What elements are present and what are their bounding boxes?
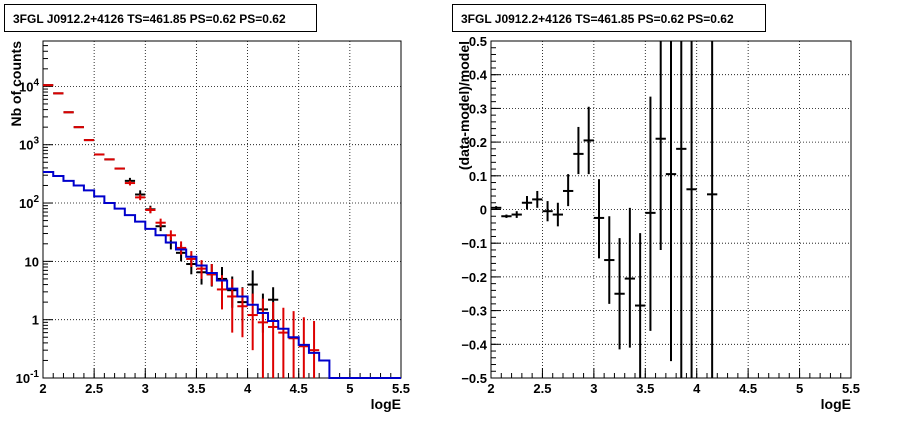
x-tick-label: 5.5	[842, 381, 860, 396]
data-point	[686, 41, 697, 378]
y-tick-label: 10-1	[16, 369, 40, 386]
y-tick-label: −0.1	[461, 236, 487, 251]
x-tick-label: 3	[142, 381, 149, 396]
data-point	[583, 106, 594, 175]
y-tick-label: 104	[19, 77, 39, 94]
x-tick-label: 4.5	[290, 381, 308, 396]
data-point	[655, 41, 666, 250]
x-tick-label: 4.5	[739, 381, 757, 396]
data-point	[532, 190, 543, 208]
y-tick-label: 0.3	[469, 101, 487, 116]
y-tick-label: 103	[19, 136, 39, 153]
x-tick-label: 5	[796, 381, 803, 396]
x-tick-label: 2.5	[533, 381, 551, 396]
data-point	[604, 216, 615, 304]
data-point	[268, 302, 279, 378]
x-tick-label: 4	[693, 381, 701, 396]
x-tick-label: 3	[590, 381, 597, 396]
data-point	[175, 241, 187, 255]
data-point	[552, 202, 563, 227]
plot-frame	[42, 40, 402, 379]
data-point	[676, 41, 687, 378]
data-point	[278, 307, 289, 378]
y-axis-title: Nb of counts	[8, 41, 24, 127]
right-panel-title: 3FGL J0912.2+4126 TS=461.85 PS=0.62 PS=0…	[452, 4, 766, 32]
left-panel-title: 3FGL J0912.2+4126 TS=461.85 PS=0.62 PS=0…	[4, 4, 317, 32]
x-tick-label: 5	[346, 381, 353, 396]
data-point	[707, 41, 718, 378]
data-point	[593, 179, 605, 259]
x-tick-label: 3.5	[187, 381, 205, 396]
y-tick-label: −0.2	[461, 270, 487, 285]
data-point	[196, 260, 207, 279]
y-tick-label: −0.4	[461, 337, 487, 352]
x-tick-label: 2	[487, 381, 494, 396]
data-point	[165, 230, 176, 241]
y-tick-label: 102	[19, 194, 39, 211]
x-tick-label: 2	[39, 381, 46, 396]
y-tick-label: 10	[25, 254, 39, 269]
data-point	[511, 211, 522, 218]
data-point	[135, 194, 146, 201]
model-step-line	[43, 171, 401, 379]
x-tick-label: 4	[244, 381, 252, 396]
data-point	[155, 218, 166, 227]
left-panel-counts-plot: 2 2.5 3 3.5 4 4.5 5 5.5 10-1 1 10 102 103 104 logE Nb o…	[8, 40, 410, 412]
x-tick-label: 5.5	[392, 381, 410, 396]
data-point	[247, 293, 258, 351]
data-point	[257, 298, 269, 378]
data-point	[542, 201, 553, 222]
data-point	[145, 206, 156, 214]
data-point	[521, 196, 533, 210]
data-point	[624, 207, 635, 348]
y-tick-label: −0.3	[461, 304, 487, 319]
x-tick-label: 2.5	[85, 381, 103, 396]
x-axis-title: logE	[371, 396, 401, 412]
right-panel-residuals-plot: 2 2.5 3 3.5 4 4.5 5 5.5 −0.5 −0.4 −0.3 −0.2 −0.1 0 0.1…	[456, 34, 860, 412]
y-tick-label: 0.1	[469, 169, 487, 184]
data-point	[573, 126, 584, 175]
data-point	[298, 317, 309, 378]
y-tick-label: 1	[32, 313, 39, 328]
y-tick-label: 0.4	[469, 68, 488, 83]
data-point	[491, 206, 502, 210]
data-point	[645, 96, 656, 331]
y-tick-label: 0	[480, 203, 487, 218]
y-tick-label: 0.5	[469, 34, 487, 49]
y-tick-label: −0.5	[461, 371, 487, 386]
data-point	[124, 180, 136, 186]
y-tick-label: 0.2	[469, 135, 487, 150]
data-point	[614, 238, 625, 350]
data-point	[635, 233, 646, 378]
x-axis-title: logE	[821, 396, 851, 412]
data-point	[501, 214, 512, 218]
data-point	[308, 320, 320, 378]
data-point	[186, 251, 197, 268]
data-point	[288, 311, 299, 378]
data-point	[665, 41, 677, 362]
y-axis-title: (data-model)/model	[456, 41, 472, 170]
data-point	[206, 264, 217, 286]
data-point	[563, 174, 574, 207]
x-tick-label: 3.5	[636, 381, 654, 396]
